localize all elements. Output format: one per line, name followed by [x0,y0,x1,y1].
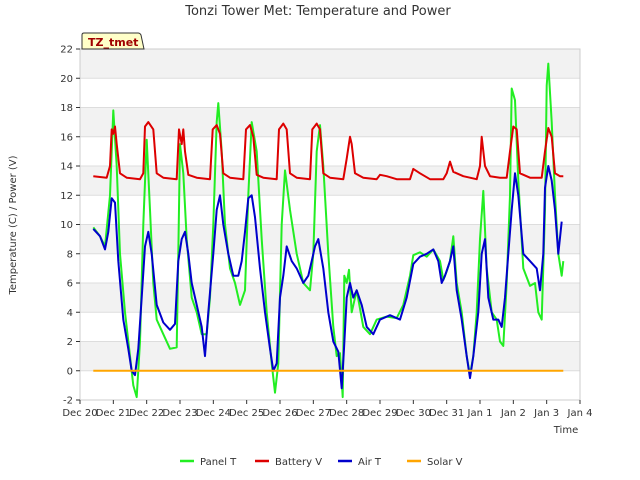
series-line-battery-v [93,121,564,181]
tag-box: TZ_tmet [81,32,145,50]
x-tick-label: Dec 24 [196,408,231,419]
x-tick-label: Dec 27 [296,408,331,419]
y-tick-label: 8 [67,249,73,260]
x-tick-label: Dec 23 [162,408,197,419]
x-tick-label: Dec 30 [396,408,431,419]
background-band [80,341,580,371]
tag-label: TZ_tmet [88,36,138,49]
x-tick-label: Jan 2 [500,408,526,419]
x-tick-label: Jan 4 [567,408,593,419]
series-line-panel-t [92,62,565,399]
x-tick-label: Dec 20 [62,408,97,419]
y-tick-label: 2 [67,337,73,348]
x-tick-label: Dec 31 [429,408,464,419]
y-tick-label: -2 [63,396,73,407]
x-tick-label: Dec 22 [129,408,164,419]
background-band [80,107,580,137]
y-tick-label: 18 [60,103,73,114]
x-tick-label: Dec 21 [96,408,131,419]
x-axis-label: Time [553,425,578,436]
y-tick-label: 20 [60,74,73,85]
y-tick-label: 0 [67,366,73,377]
x-tick-label: Jan 3 [533,408,559,419]
x-tick-label: Dec 28 [329,408,364,419]
y-tick-label: 14 [60,162,73,173]
y-tick-label: 12 [60,191,73,202]
y-axis-ticks: -2 0 2 4 6 8 10 12 14 16 18 20 22 [60,45,80,407]
y-tick-label: 6 [67,279,73,290]
y-tick-label: 4 [67,308,73,319]
legend-label-battery-v: Battery V [275,457,322,468]
x-tick-label: Jan 1 [467,408,493,419]
y-tick-label: 16 [60,132,73,143]
legend-label-air-t: Air T [358,457,382,468]
background-band [80,49,580,79]
legend: Panel T Battery V Air T Solar V [180,457,463,468]
background-band [80,166,580,196]
x-tick-label: Dec 25 [229,408,264,419]
legend-label-solar-v: Solar V [427,457,463,468]
y-tick-label: 22 [60,45,73,56]
series-line-air-t [92,165,563,390]
y-axis-label: Temperature (C) / Power (V) [8,155,19,295]
tag-background [81,32,145,50]
series-lines [92,62,565,399]
background-bands [80,49,580,371]
y-tick-label: 10 [60,220,73,231]
background-band [80,224,580,254]
legend-label-panel-t: Panel T [200,457,237,468]
chart-title: Tonzi Tower Met: Temperature and Power [184,4,451,19]
x-tick-label: Dec 29 [362,408,397,419]
x-tick-label: Dec 26 [262,408,297,419]
